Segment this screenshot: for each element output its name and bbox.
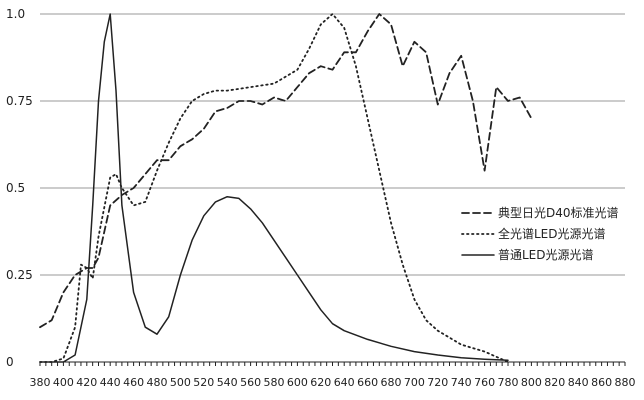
series-line-dotted xyxy=(39,13,509,363)
y-tick-label: 0.5 xyxy=(6,181,25,195)
y-tick-label: 0.25 xyxy=(6,268,33,282)
x-tick-label: 840 xyxy=(568,376,589,389)
x-tick-label: 820 xyxy=(544,376,565,389)
x-tick-label: 760 xyxy=(474,376,495,389)
x-tick-label: 720 xyxy=(427,376,448,389)
x-tick-label: 740 xyxy=(451,376,472,389)
x-tick-label: 700 xyxy=(404,376,425,389)
x-tick-label: 880 xyxy=(615,376,636,389)
x-tick-label: 800 xyxy=(521,376,542,389)
x-tick-label: 400 xyxy=(53,376,74,389)
x-tick-label: 680 xyxy=(381,376,402,389)
x-tick-label: 580 xyxy=(264,376,285,389)
x-tick-label: 440 xyxy=(100,376,121,389)
y-tick-label: 0.75 xyxy=(6,94,33,108)
x-tick-label: 640 xyxy=(334,376,355,389)
x-tick-label: 380 xyxy=(30,376,51,389)
y-tick-label: 1.0 xyxy=(6,7,25,21)
x-tick-label: 600 xyxy=(287,376,308,389)
x-tick-label: 780 xyxy=(498,376,519,389)
x-tick-label: 620 xyxy=(310,376,331,389)
x-tick-label: 860 xyxy=(591,376,612,389)
y-tick-label: 0 xyxy=(6,355,14,369)
x-tick-label: 500 xyxy=(170,376,191,389)
legend-label: 全光谱LED光源光谱 xyxy=(498,226,606,241)
x-tick-label: 540 xyxy=(217,376,238,389)
x-tick-label: 480 xyxy=(147,376,168,389)
x-tick-label: 660 xyxy=(357,376,378,389)
x-tick-label: 460 xyxy=(123,376,144,389)
legend-label: 普通LED光源光谱 xyxy=(498,248,594,262)
x-tick-label: 520 xyxy=(193,376,214,389)
x-tick-label: 420 xyxy=(76,376,97,389)
series-line-solid xyxy=(39,13,509,363)
series-line-dashed xyxy=(39,13,533,329)
legend-label: 典型日光D40标准光谱 xyxy=(498,206,619,220)
x-tick-label: 560 xyxy=(240,376,261,389)
